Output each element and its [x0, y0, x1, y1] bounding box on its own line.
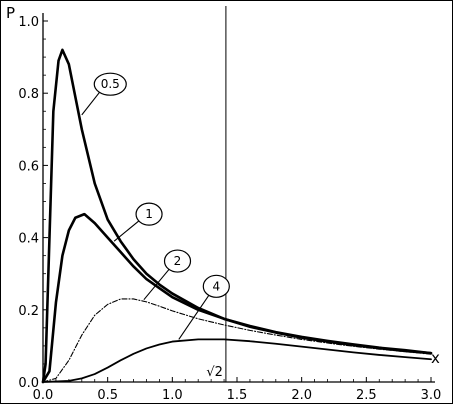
annotation-label-2: 2 [174, 254, 182, 268]
y-tick-label: 0.2 [18, 304, 39, 319]
series-line-4 [42, 338, 432, 383]
y-tick-label: 0.6 [18, 159, 39, 174]
annotation-leader-4 [178, 294, 210, 340]
annotation-ellipse-0.5 [93, 72, 127, 96]
annotation-leader-1 [113, 220, 140, 242]
annotations-group: 0.5 1 2 4 [81, 72, 230, 340]
annotation-label-4: 4 [212, 279, 220, 293]
x-tick-label: 2.5 [356, 388, 377, 403]
x-tick-label: 0.5 [97, 388, 118, 403]
series-line-1 [41, 212, 433, 384]
x-tick-label: 3.0 [421, 388, 442, 403]
series-group [41, 48, 433, 384]
annotation-ellipse-4 [202, 274, 230, 298]
y-axis-label: P [6, 4, 15, 22]
y-tick-label: 0.0 [18, 376, 39, 391]
annotation-label-0.5: 0.5 [101, 77, 120, 91]
x-axis-label: x [431, 349, 440, 367]
sqrt2-label: √2 [206, 365, 223, 380]
y-tick-label: 0.8 [18, 87, 39, 102]
annotation-leader-2 [143, 268, 170, 301]
reference-line-group: √2 [206, 6, 227, 382]
x-tick-label: 1.0 [162, 388, 183, 403]
x-tick-label: 1.5 [227, 388, 248, 403]
y-tick-label: 0.4 [18, 232, 39, 247]
annotation-label-1: 1 [145, 207, 153, 221]
annotation-ellipse-1 [135, 202, 163, 226]
y-tick-label: 1.0 [18, 15, 39, 30]
x-tick-label: 2.0 [291, 388, 312, 403]
series-line-2 [42, 298, 432, 383]
axes: 0.0 0.5 1.0 1.5 2.0 2.5 3.0 0.0 0.2 0.4 0.6 0.8 1.0 [18, 13, 441, 403]
x-tick-label: 0.0 [33, 388, 54, 403]
annotation-leader-0.5 [81, 91, 101, 116]
series-line-0.5 [41, 48, 433, 384]
annotation-ellipse-2 [163, 249, 192, 273]
